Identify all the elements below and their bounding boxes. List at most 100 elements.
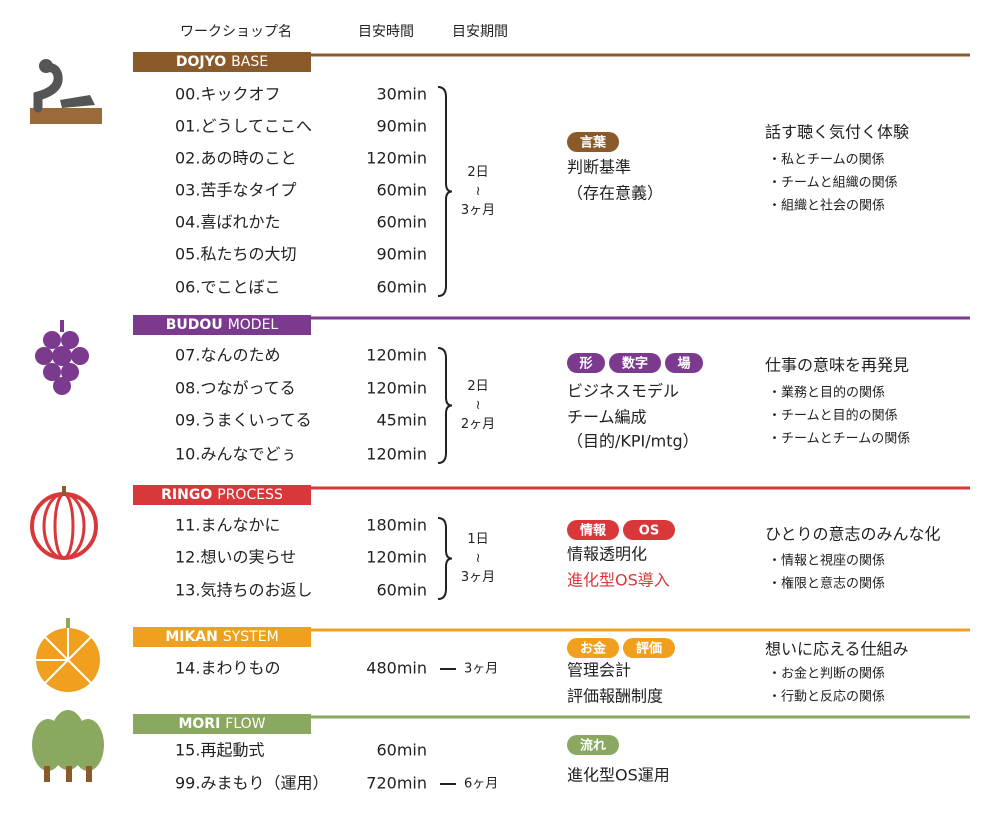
workshop-time: 60min	[376, 181, 427, 200]
budou-icon	[35, 320, 89, 395]
workshop-time: 90min	[376, 117, 427, 136]
tag-pill	[665, 353, 703, 373]
tag: お金	[580, 641, 607, 657]
workshop-name: 99.みまもり（運用）	[175, 774, 328, 793]
section-name: MIKAN	[165, 629, 218, 645]
tag-pill	[623, 638, 675, 658]
workshop-name: 06.でことぼこ	[175, 278, 280, 297]
item: 判断基準	[567, 158, 631, 177]
workshop-name: 02.あの時のこと	[175, 149, 296, 168]
period: ≀	[476, 398, 481, 413]
point: ・お金と判断の関係	[768, 666, 885, 682]
workshop-time: 120min	[366, 379, 427, 398]
item: 情報透明化	[567, 545, 647, 564]
tag: 情報	[580, 523, 607, 539]
workshop-name: 15.再起動式	[175, 741, 264, 760]
point: ・情報と視座の関係	[768, 554, 885, 569]
tag-pill	[567, 638, 619, 658]
section-subname: MODEL	[228, 317, 279, 333]
section-name: BUDOU	[166, 317, 223, 333]
period: 3ヶ月	[464, 662, 498, 677]
tag: 数字	[622, 356, 648, 372]
section-subname: BASE	[231, 54, 268, 70]
point: ・権限と意志の関係	[768, 576, 885, 592]
section-subname: SYSTEM	[223, 629, 279, 645]
period: 3ヶ月	[461, 203, 495, 218]
period: 3ヶ月	[461, 570, 495, 585]
section-name: RINGO	[161, 487, 212, 503]
workshop-name: 08.つながってる	[175, 379, 296, 398]
workshop-time: 120min	[366, 445, 427, 464]
tag: 場	[677, 356, 690, 372]
item: （目的/KPI/mtg）	[567, 432, 699, 451]
workshop-name: 04.喜ばれかた	[175, 213, 280, 232]
period: 6ヶ月	[464, 777, 498, 792]
period: 2日	[467, 165, 488, 180]
workshop-time: 60min	[376, 278, 427, 297]
period: ≀	[476, 184, 481, 199]
brace	[437, 347, 453, 464]
item: 進化型OS運用	[567, 766, 670, 785]
theme: 想いに応える仕組み	[765, 640, 909, 659]
item: チーム編成	[567, 408, 647, 427]
tag-pill	[567, 132, 619, 152]
point: ・私とチームの関係	[768, 153, 885, 168]
workshop-time: 120min	[366, 149, 427, 168]
tag: 流れ	[580, 738, 606, 754]
theme: 仕事の意味を再発見	[765, 356, 909, 375]
section-subname: FLOW	[225, 716, 265, 732]
point: ・業務と目的の関係	[768, 385, 885, 401]
tag: OS	[639, 524, 659, 539]
section-name: MORI	[178, 716, 220, 732]
tag: 言葉	[580, 135, 607, 151]
workshop-name: 12.想いの実らせ	[175, 548, 296, 567]
workshop-time: 45min	[376, 411, 427, 430]
workshop-time: 60min	[376, 213, 427, 232]
brace	[437, 86, 453, 297]
section-name: DOJYO	[176, 54, 226, 70]
section-label-box	[133, 627, 311, 647]
item: ビジネスモデル	[567, 382, 679, 401]
section-label: DOJYO BASE	[176, 54, 268, 70]
workshop-name: 10.みんなでどぅ	[175, 445, 296, 464]
workshop-name: 09.うまくいってる	[175, 411, 312, 430]
point: ・チームと目的の関係	[768, 408, 898, 424]
tag: 評価	[636, 641, 662, 657]
column-header: ワークショップ名	[180, 24, 292, 40]
section-label: BUDOU MODEL	[166, 317, 279, 333]
workshop-time: 180min	[366, 516, 427, 535]
workshop-name: 05.私たちの大切	[175, 245, 296, 264]
tag-pill	[567, 353, 605, 373]
period: 2日	[467, 379, 488, 394]
workshop-name: 00.キックオフ	[175, 85, 280, 104]
item: 管理会計	[567, 661, 631, 680]
workshop-time: 720min	[366, 774, 427, 793]
section-subname: PROCESS	[217, 487, 283, 503]
workshop-time: 60min	[376, 581, 427, 600]
point: ・チームとチームの関係	[768, 432, 910, 447]
period: 2ヶ月	[461, 417, 495, 432]
dojyo-icon	[30, 59, 102, 124]
column-header: 目安期間	[452, 24, 508, 40]
tag: 形	[579, 357, 592, 372]
period: ≀	[476, 551, 481, 566]
workshop-name: 11.まんなかに	[175, 516, 280, 535]
mikan-icon	[36, 618, 100, 692]
section-label-box	[133, 485, 311, 505]
workshop-name: 13.気持ちのお返し	[175, 581, 312, 600]
workshop-time: 120min	[366, 346, 427, 365]
theme: 話す聴く気付く体験	[765, 123, 909, 142]
item: 進化型OS導入	[567, 571, 670, 590]
section-label: MIKAN SYSTEM	[165, 629, 278, 645]
theme: ひとりの意志のみんな化	[765, 525, 941, 544]
workshop-time: 60min	[376, 741, 427, 760]
section-label-box	[133, 52, 311, 72]
period: 1日	[467, 532, 488, 547]
ringo-icon	[30, 486, 98, 560]
tag-pill	[567, 735, 619, 755]
tag-pill	[567, 520, 619, 540]
workshop-time: 480min	[366, 659, 427, 678]
workshop-time: 30min	[376, 85, 427, 104]
item: （存在意義）	[567, 184, 663, 203]
